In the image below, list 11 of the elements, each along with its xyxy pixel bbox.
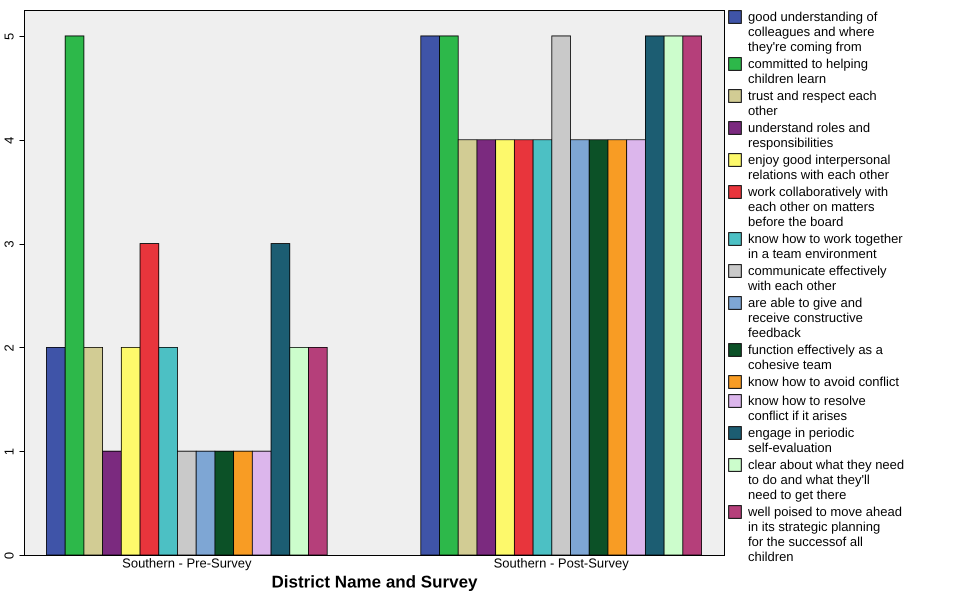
- legend-label: well poised to move ahead in its strategic planning for the successof all children: [747, 504, 902, 564]
- y-tick-label: 2: [2, 344, 16, 352]
- legend-label: know how to avoid conflict: [748, 374, 900, 389]
- y-tick-label: 4: [2, 136, 16, 144]
- y-tick-label: 3: [2, 240, 16, 248]
- y-tick-label: 5: [2, 32, 16, 40]
- y-tick-label: 0: [2, 552, 16, 560]
- x-tick-label: Southern - Pre-Survey: [122, 556, 252, 570]
- y-tick-label: 1: [2, 448, 16, 456]
- x-tick-label: Southern - Post-Survey: [494, 556, 630, 570]
- x-axis-title: District Name and Survey: [272, 572, 478, 592]
